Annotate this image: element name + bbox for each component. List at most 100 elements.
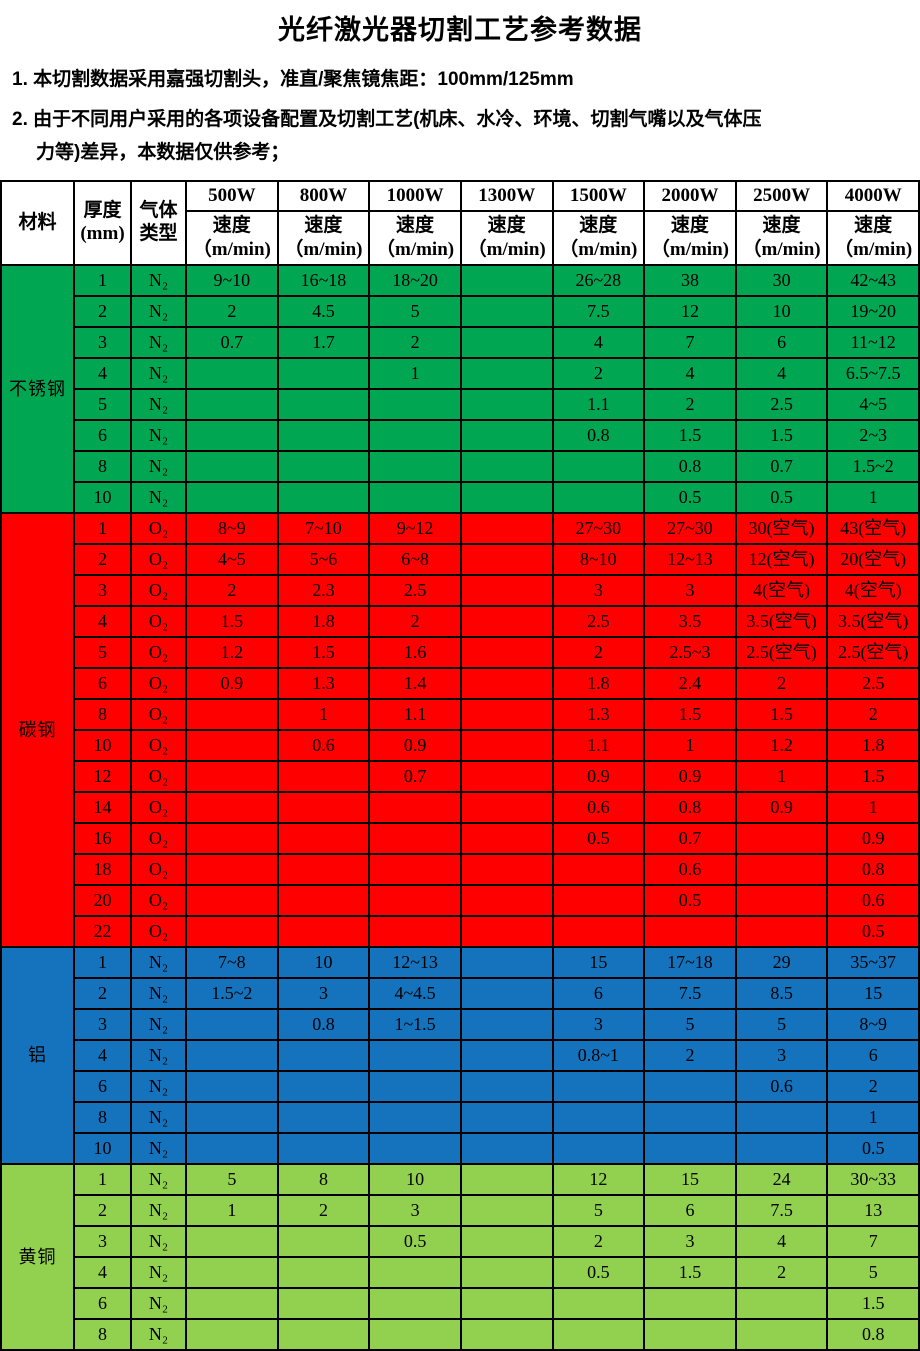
speed-cell-4000w: 2.5: [826, 666, 920, 700]
speed-cell-1000w: [368, 449, 462, 483]
header-row-powers: 材料 厚度 (mm) 气体 类型 500W 800W 1000W 1300W 1500W 200…: [0, 179, 920, 266]
table-row: 12 O₂ 0.7 0.9 0.9 1 1.5: [1, 759, 920, 793]
speed-cell-4000w: 0.5: [826, 1131, 920, 1165]
gas-cell: O₂: [130, 852, 187, 886]
speed-cell-2500w: [734, 1100, 829, 1134]
speed-cell-1000w: [368, 914, 462, 948]
table-row: 6 O₂ 0.9 1.3 1.4 1.8 2.4 2 2.5: [1, 666, 920, 700]
speed-cell-800w: [276, 821, 371, 855]
speed-cell-1000w: [368, 1069, 462, 1103]
speed-cell-500w: [185, 914, 279, 948]
speed-cell-2500w: 3: [734, 1038, 829, 1072]
speed-cell-4000w: 7: [826, 1224, 920, 1258]
speed-cell-1000w: 4~4.5: [368, 976, 462, 1010]
speed-cell-800w: 1.8: [276, 604, 371, 638]
note-1: 1. 本切割数据采用嘉强切割头，准直/聚焦镜焦距：100mm/125mm: [12, 69, 574, 90]
thickness-cell: 1: [73, 263, 132, 297]
table-row: 6 N₂ 0.6 2: [1, 1069, 920, 1103]
note-2-line-2: 力等)差异，本数据仅供参考；: [36, 142, 290, 164]
power-header-2000w: 2000W: [643, 179, 737, 212]
thickness-cell: 3: [73, 573, 132, 607]
table-row: 5 N₂ 1.1 2 2.5 4~5: [1, 387, 920, 421]
speed-cell-1000w: 1: [368, 356, 462, 390]
gas-header: 气体 类型: [130, 179, 187, 266]
table-row: 18 O₂ 0.6 0.8: [1, 852, 920, 886]
note-2: 2. 由于不同用户采用的各项设备配置及切割工艺(机床、水冷、环境、切割气嘴以及气…: [12, 107, 920, 166]
speed-cell-1500w: 0.9: [551, 759, 646, 793]
table-row: 4 N₂ 0.8~1 2 3 6: [1, 1038, 920, 1072]
power-header-1300w: 1300W: [459, 179, 554, 212]
thickness-cell: 4: [73, 604, 132, 638]
speed-cell-500w: [185, 759, 279, 793]
thickness-cell: 8: [73, 449, 132, 483]
speed-cell-800w: [276, 1100, 371, 1134]
table-row: 2 N₂ 2 4.5 5 7.5 12 10 19~20: [1, 294, 920, 328]
speed-cell-2000w: 4: [643, 356, 737, 390]
gas-cell: O₂: [130, 573, 187, 607]
speed-cell-1300w: [459, 728, 554, 762]
speed-cell-1500w: [551, 1131, 646, 1165]
speed-cell-2000w: 12~13: [643, 542, 737, 576]
table-row: 黄铜 1 N₂ 5 8 10 12 15 24 30~33: [0, 1162, 920, 1351]
speed-cell-2500w: 12(空气): [734, 542, 829, 576]
speed-cell-2000w: 0.9: [643, 759, 737, 793]
speed-cell-1500w: [551, 449, 646, 483]
note-2-line-1: 2. 由于不同用户采用的各项设备配置及切割工艺(机床、水冷、环境、切割气嘴以及气…: [12, 108, 762, 130]
speed-header-2500w: 速度 （m/min): [734, 209, 829, 266]
speed-cell-4000w: 35~37: [826, 945, 920, 979]
speed-cell-2500w: 2: [734, 666, 829, 700]
speed-cell-2000w: 1.5: [643, 1255, 737, 1289]
speed-cell-2000w: 0.5: [643, 480, 737, 514]
speed-cell-500w: [185, 1007, 279, 1041]
thickness-cell: 2: [73, 976, 132, 1010]
gas-cell: O₂: [130, 821, 187, 855]
gas-cell: N₂: [130, 1007, 187, 1041]
thickness-cell: 4: [73, 1038, 132, 1072]
speed-cell-2500w: 1.5: [734, 697, 829, 731]
thickness-cell: 6: [73, 666, 132, 700]
speed-cell-4000w: 20(空气): [826, 542, 920, 576]
power-header-4000w: 4000W: [826, 179, 920, 212]
speed-cell-1000w: 6~8: [368, 542, 462, 576]
table-row: 22 O₂ 0.5: [1, 914, 920, 948]
speed-header-4000w: 速度 （m/min): [826, 209, 920, 266]
speed-cell-2500w: [734, 821, 829, 855]
table-row: 3 N₂ 0.7 1.7 2 4 7 6 11~12: [1, 325, 920, 359]
table-row: 2 N₂ 1 2 3 5 6 7.5 13: [1, 1193, 920, 1227]
table-row: 铝 1 N₂ 7~8 10 12~13 15 17~18 29 35~37: [0, 945, 920, 1165]
speed-cell-4000w: 1.8: [826, 728, 920, 762]
material-cell: 黄铜: [0, 1162, 75, 1351]
speed-cell-1300w: [459, 697, 554, 731]
speed-cell-4000w: 1.5~2: [826, 449, 920, 483]
speed-cell-1300w: [459, 573, 554, 607]
speed-cell-800w: 5~6: [276, 542, 371, 576]
power-header-500w: 500W: [185, 179, 279, 212]
thickness-cell: 3: [73, 1224, 132, 1258]
speed-cell-1300w: [459, 1100, 554, 1134]
gas-cell: O₂: [130, 511, 187, 545]
speed-cell-500w: [185, 697, 279, 731]
gas-cell: N₂: [130, 1193, 187, 1227]
speed-cell-1000w: 5: [368, 294, 462, 328]
speed-cell-800w: 0.6: [276, 728, 371, 762]
speed-cell-1500w: 12: [551, 1162, 646, 1196]
table-row: 3 O₂ 2 2.3 2.5 3 3 4(空气) 4(空气): [1, 573, 920, 607]
table-row: 5 O₂ 1.2 1.5 1.6 2 2.5~3 2.5(空气) 2.5(空气): [1, 635, 920, 669]
speed-cell-1500w: 0.8: [551, 418, 646, 452]
speed-cell-1000w: [368, 821, 462, 855]
speed-cell-1300w: [459, 325, 554, 359]
speed-cell-1500w: 1.8: [551, 666, 646, 700]
speed-cell-1500w: 8~10: [551, 542, 646, 576]
speed-cell-1500w: 7.5: [551, 294, 646, 328]
speed-cell-1300w: [459, 790, 554, 824]
speed-cell-500w: 7~8: [185, 945, 279, 979]
gas-cell: N₂: [130, 263, 187, 297]
speed-cell-2000w: 6: [643, 1193, 737, 1227]
speed-cell-1000w: 0.5: [368, 1224, 462, 1258]
gas-cell: N₂: [130, 387, 187, 421]
speed-cell-500w: [185, 1038, 279, 1072]
speed-header-1300w: 速度 （m/min): [459, 209, 554, 266]
table-row: 4 N₂ 1 2 4 4 6.5~7.5: [1, 356, 920, 390]
speed-cell-4000w: 1: [826, 480, 920, 514]
speed-cell-1500w: 4: [551, 325, 646, 359]
